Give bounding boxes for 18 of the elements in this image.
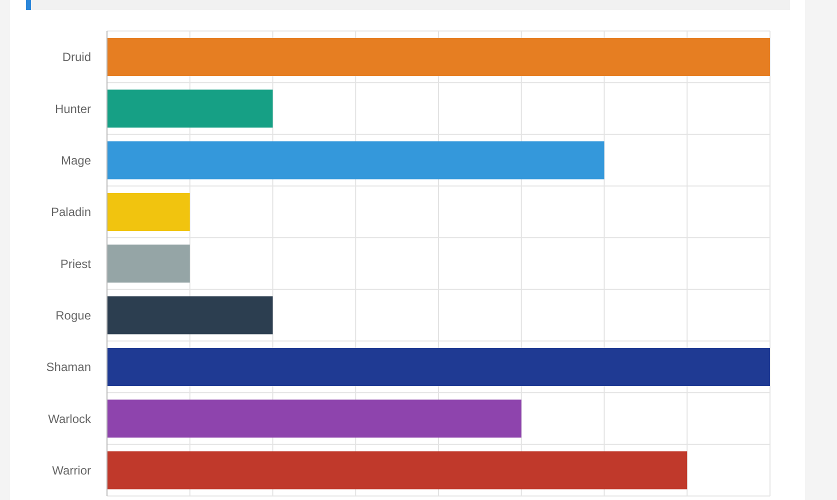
bar: [107, 244, 190, 283]
y-tick-label: Priest: [60, 256, 92, 271]
y-tick-label: Paladin: [50, 205, 91, 220]
bar: [107, 192, 190, 231]
y-tick-label: Warrior: [52, 463, 91, 478]
y-tick-label: Shaman: [46, 360, 91, 374]
bar: [107, 141, 604, 180]
bar: [107, 451, 688, 490]
bar: [107, 90, 273, 128]
bar: [107, 348, 770, 386]
y-tick-label: Hunter: [54, 102, 91, 116]
bar: [107, 38, 770, 76]
y-tick-label: Mage: [60, 153, 92, 168]
bar: [107, 296, 273, 334]
bar: [107, 400, 522, 438]
y-tick-label: Druid: [62, 50, 91, 64]
y-tick-label: Warlock: [48, 412, 92, 426]
y-tick-label: Rogue: [56, 308, 92, 322]
